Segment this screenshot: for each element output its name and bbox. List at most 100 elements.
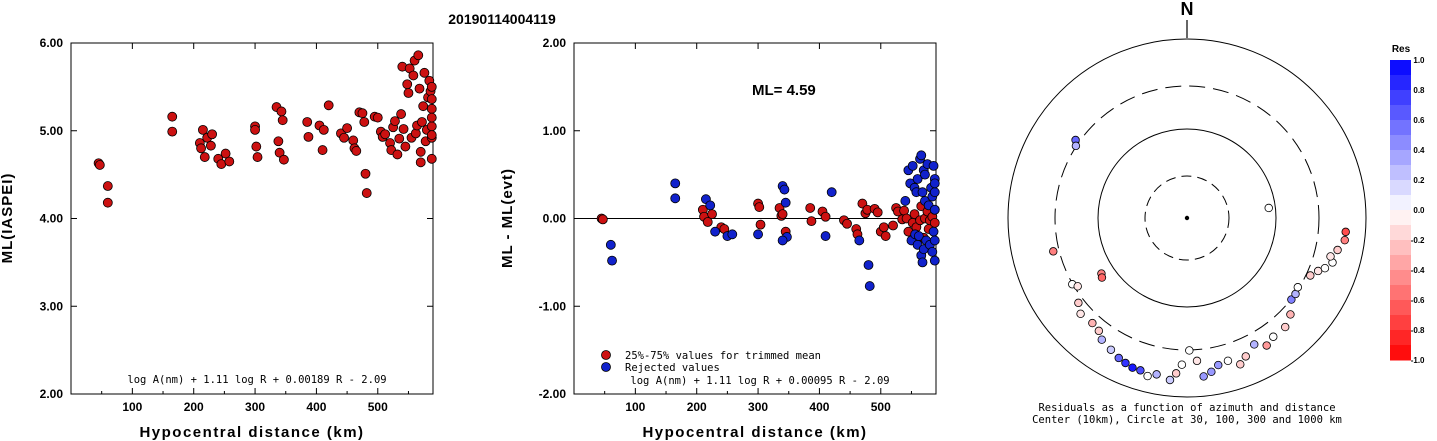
y-axis-label: ML(IASPEI) xyxy=(0,173,16,264)
data-point xyxy=(390,116,400,126)
station-point xyxy=(1199,372,1208,381)
colorbar-segment xyxy=(1390,270,1411,286)
y-tick-label: -1.00 xyxy=(539,299,567,313)
station-point xyxy=(1121,358,1130,368)
y-tick-label: 2.00 xyxy=(543,36,567,50)
data-point xyxy=(927,246,938,257)
magnitude-distance-plot: 100 200 300 400 500 2.00 3.00 4.00 5.00 6.00 Hypo… xyxy=(0,36,437,441)
station-point xyxy=(1185,346,1194,355)
colorbar-segment xyxy=(1390,195,1411,211)
station-point xyxy=(1306,271,1315,280)
station-point xyxy=(1269,332,1278,341)
data-point xyxy=(413,50,424,61)
data-point xyxy=(779,184,790,195)
station-point xyxy=(1241,352,1250,361)
data-point xyxy=(102,197,113,208)
data-point xyxy=(854,235,865,246)
data-point xyxy=(408,70,419,81)
figure-title: 20190114004119 xyxy=(448,11,556,27)
data-point xyxy=(597,214,608,225)
x-tick-label: 300 xyxy=(748,400,768,414)
data-point xyxy=(414,83,425,94)
data-point xyxy=(339,132,349,143)
data-point xyxy=(372,112,383,123)
station-point xyxy=(1326,252,1335,261)
data-point xyxy=(426,81,437,92)
data-point xyxy=(396,109,406,119)
data-point xyxy=(780,197,791,208)
station-point xyxy=(1171,369,1181,378)
data-point xyxy=(670,178,681,189)
station-point xyxy=(1341,227,1350,237)
station-point xyxy=(1114,353,1123,363)
colorbar-tick-label: 0.2 xyxy=(1413,176,1425,185)
data-point xyxy=(277,115,288,126)
data-point xyxy=(929,204,940,215)
data-point xyxy=(909,209,920,220)
data-point xyxy=(205,140,216,151)
station-point xyxy=(1192,356,1202,366)
colorbar-segment xyxy=(1390,285,1411,301)
data-point xyxy=(220,148,231,159)
x-axis-label: Hypocentral distance (km) xyxy=(642,424,867,441)
station-point xyxy=(1143,371,1152,381)
legend-marker-rejected xyxy=(601,362,611,372)
x-tick-label: 200 xyxy=(184,400,204,414)
data-point xyxy=(777,235,788,246)
y-tick-label: 5.00 xyxy=(40,124,64,138)
colorbar-segment xyxy=(1390,300,1411,316)
y-tick-label: 1.00 xyxy=(543,124,567,138)
colorbar-title: Res xyxy=(1392,44,1411,55)
station-point xyxy=(1250,340,1259,349)
station-point xyxy=(1333,245,1342,255)
data-point xyxy=(928,226,939,237)
azimuth-residual-plot: N Residuals as a function of azimuth and… xyxy=(1007,0,1425,426)
y-tick-label: 6.00 xyxy=(40,36,64,50)
legend-marker-trimmed xyxy=(601,350,611,360)
data-point xyxy=(360,168,371,179)
colorbar-tick-label: -0.6 xyxy=(1411,296,1425,305)
data-point xyxy=(920,169,930,180)
station-point xyxy=(1128,363,1137,372)
data-point xyxy=(351,146,362,156)
data-point xyxy=(705,200,716,211)
data-point xyxy=(357,108,368,119)
data-point xyxy=(273,136,284,147)
data-point xyxy=(605,239,616,250)
circle-1000km xyxy=(1007,38,1367,398)
x-tick-label: 200 xyxy=(687,400,707,414)
y-tick-label: -2.00 xyxy=(539,387,567,401)
colorbar-segment xyxy=(1390,255,1411,271)
formula-annotation: log A(nm) + 1.11 log R + 0.00095 R - 2.0… xyxy=(630,375,889,387)
station-point xyxy=(1165,375,1175,385)
data-point xyxy=(426,103,437,114)
data-point xyxy=(426,130,437,141)
colorbar-tick-label: 1.0 xyxy=(1413,56,1425,65)
data-point xyxy=(929,235,940,246)
data-point xyxy=(878,222,889,233)
y-tick-label: 0.00 xyxy=(543,212,567,226)
station-point xyxy=(1340,235,1349,245)
data-point xyxy=(913,231,924,241)
data-point xyxy=(274,147,285,158)
data-point xyxy=(929,178,940,189)
data-point xyxy=(348,135,359,146)
data-point xyxy=(864,281,875,291)
y-tick-label: 2.00 xyxy=(40,387,64,401)
data-point xyxy=(888,220,898,231)
station-point xyxy=(1262,341,1271,350)
data-point xyxy=(907,160,918,171)
legend-label-rejected: Rejected values xyxy=(625,362,720,374)
station-point xyxy=(1071,141,1081,151)
station-point xyxy=(1152,370,1161,379)
colorbar-segment xyxy=(1390,225,1411,241)
data-point xyxy=(702,217,713,227)
data-point xyxy=(417,117,427,127)
x-tick-label: 400 xyxy=(306,400,326,414)
data-point xyxy=(415,146,426,157)
colorbar-segment xyxy=(1390,90,1411,106)
data-point xyxy=(418,101,429,112)
data-point xyxy=(754,202,765,212)
data-point xyxy=(167,126,178,137)
data-point xyxy=(392,149,403,160)
